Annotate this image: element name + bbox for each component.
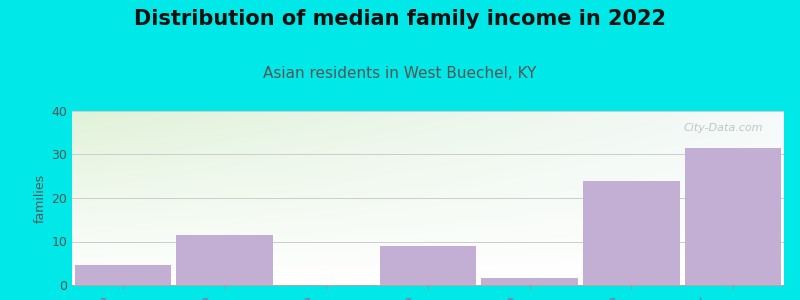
Bar — [380, 246, 476, 285]
Bar — [482, 278, 578, 285]
Bar — [583, 181, 680, 285]
Y-axis label: families: families — [34, 173, 47, 223]
Text: Asian residents in West Buechel, KY: Asian residents in West Buechel, KY — [263, 66, 537, 81]
Bar — [74, 266, 171, 285]
Text: City-Data.com: City-Data.com — [683, 123, 762, 133]
Text: Distribution of median family income in 2022: Distribution of median family income in … — [134, 9, 666, 29]
Bar — [685, 148, 782, 285]
Bar — [176, 235, 273, 285]
